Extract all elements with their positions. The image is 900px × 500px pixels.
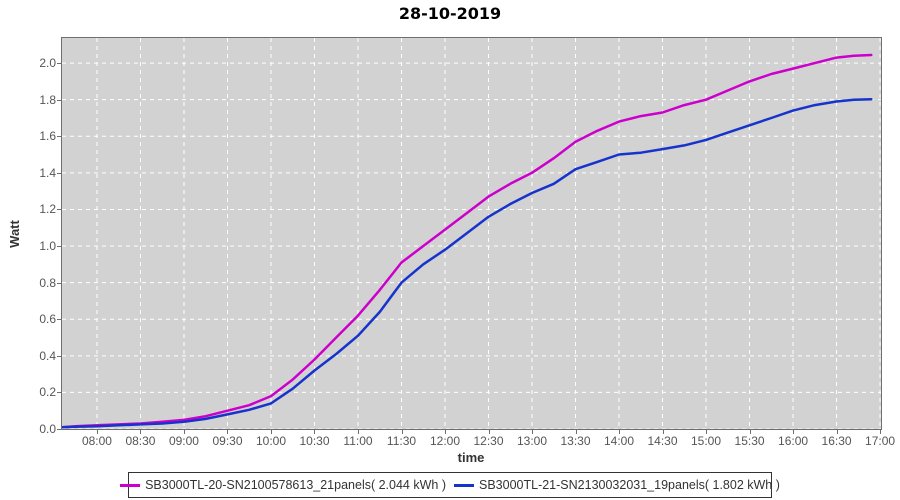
x-tick-label: 11:00 — [343, 434, 373, 448]
y-tick-label: 1.0 — [39, 239, 56, 254]
x-tick-label: 15:30 — [734, 434, 765, 448]
legend: SB3000TL-20-SN2100578613_21panels( 2.044… — [120, 472, 780, 498]
x-tick-mark — [793, 430, 795, 434]
x-axis-label: time — [457, 450, 485, 465]
x-tick-mark — [575, 430, 577, 434]
series-line-1 — [62, 53, 873, 429]
x-tick-label: 08:00 — [81, 434, 112, 448]
x-tick-label: 13:00 — [516, 434, 548, 448]
plot-area — [61, 37, 882, 430]
x-tick-mark — [619, 430, 621, 434]
y-tick-label: 0.4 — [39, 348, 56, 363]
y-tick-mark — [57, 209, 61, 211]
legend-item-series2: SB3000TL-21-SN2130032031_19panels( 1.802… — [454, 478, 780, 492]
x-tick-mark — [140, 430, 142, 434]
y-tick-label: 0.6 — [39, 312, 56, 327]
y-tick-label: 1.4 — [39, 165, 56, 180]
y-tick-mark — [57, 282, 61, 284]
x-tick-mark — [314, 430, 316, 434]
y-tick-mark — [57, 136, 61, 138]
y-tick-mark — [57, 392, 61, 394]
y-tick-label: 0.2 — [39, 385, 56, 400]
series2-line-swatch — [454, 483, 474, 487]
x-tick-label: 13:30 — [560, 434, 591, 448]
x-tick-label: 09:00 — [168, 434, 199, 448]
x-tick-mark — [662, 430, 664, 434]
x-tick-mark — [445, 430, 446, 434]
x-tick-mark — [227, 430, 229, 434]
y-tick-label: 0.0 — [39, 422, 56, 436]
x-tick-label: 16:30 — [821, 434, 852, 448]
x-tick-label: 09:30 — [212, 434, 243, 448]
y-tick-mark — [57, 429, 61, 430]
x-tick-label: 14:00 — [604, 434, 635, 448]
y-tick-mark — [57, 99, 61, 101]
plot-canvas — [62, 38, 881, 429]
y-tick-label: 1.2 — [39, 202, 56, 217]
x-tick-label: 10:00 — [255, 434, 286, 448]
x-tick-label: 08:30 — [125, 434, 156, 448]
x-tick-mark — [749, 430, 751, 434]
x-tick-mark — [96, 430, 98, 434]
x-tick-label: 12:30 — [473, 434, 504, 448]
x-tick-mark — [488, 430, 490, 434]
x-tick-mark — [357, 430, 359, 434]
x-tick-label: 12:00 — [429, 434, 461, 448]
x-tick-mark — [836, 430, 838, 434]
x-tick-label: 16:00 — [778, 434, 809, 448]
legend-label-series1: SB3000TL-20-SN2100578613_21panels( 2.044… — [145, 478, 446, 492]
x-tick-label: 14:30 — [647, 434, 678, 448]
x-tick-label: 17:00 — [865, 434, 896, 448]
y-tick-mark — [57, 319, 61, 321]
x-tick-mark — [401, 430, 403, 434]
y-tick-mark — [57, 172, 61, 174]
y-tick-mark — [57, 63, 61, 65]
y-tick-mark — [57, 355, 61, 357]
y-tick-mark — [57, 246, 61, 248]
legend-label-series2: SB3000TL-21-SN2130032031_19panels( 1.802… — [479, 478, 780, 492]
y-tick-label: 2.0 — [39, 56, 56, 71]
legend-item-series1: SB3000TL-20-SN2100578613_21panels( 2.044… — [120, 478, 446, 492]
x-tick-mark — [880, 430, 882, 434]
y-tick-label: 0.8 — [39, 275, 56, 290]
x-tick-mark — [532, 430, 533, 434]
x-tick-mark — [270, 430, 272, 434]
x-tick-label: 11:30 — [386, 434, 417, 448]
chart-title: 28-10-2019 — [398, 4, 502, 23]
x-tick-label: 10:30 — [299, 434, 330, 448]
x-tick-label: 15:00 — [691, 434, 722, 448]
series-line-2 — [62, 98, 873, 429]
series1-line-swatch — [120, 483, 141, 487]
x-tick-mark — [706, 430, 708, 434]
y-tick-label: 1.6 — [39, 129, 56, 144]
y-tick-label: 1.8 — [39, 92, 56, 107]
x-tick-mark — [183, 430, 185, 434]
